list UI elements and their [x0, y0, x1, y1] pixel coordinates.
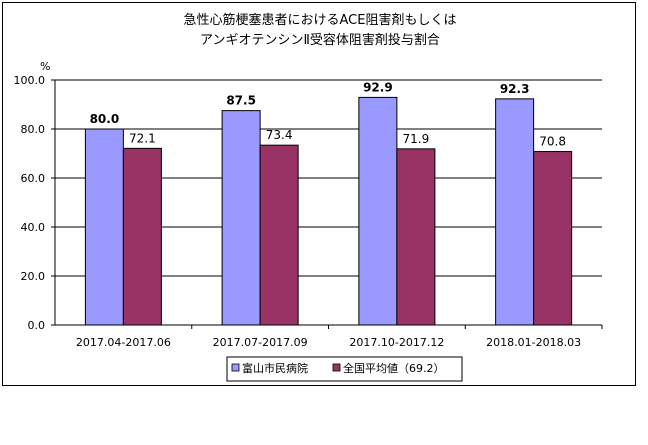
legend-swatch-series-2 [332, 363, 341, 372]
y-axis-ticks: 0.0 20.0 40.0 60.0 80.0 100.0 [14, 74, 55, 332]
data-label-series-2: 71.9 [403, 132, 430, 146]
legend: 富山市民病院 全国平均値（69.2） [226, 356, 463, 382]
y-tick-label: 0.0 [28, 319, 46, 332]
data-label-series-2: 70.8 [539, 135, 566, 149]
x-tick-label: 2017.07-2017.09 [213, 336, 308, 349]
chart-title: 急性心筋梗塞患者におけるACE阻害剤もしくは アンギオテンシンⅡ受容体阻害剤投与… [184, 12, 457, 48]
bar-series-2 [259, 144, 299, 326]
bar-series-2 [396, 148, 436, 326]
y-tick-label: 100.0 [14, 74, 46, 87]
bar-series-2 [533, 151, 573, 326]
bar-series-2 [122, 147, 162, 326]
chart-title-line-2: アンギオテンシンⅡ受容体阻害剤投与割合 [200, 32, 440, 48]
legend-box [226, 356, 463, 382]
y-axis-label: % [40, 60, 50, 73]
bar-series-1 [84, 128, 124, 326]
data-label-series-2: 73.4 [266, 128, 293, 142]
x-tick-label: 2017.10-2017.12 [349, 336, 444, 349]
legend-label-series-1: 富山市民病院 [242, 361, 308, 375]
data-labels: 80.0 72.1 87.5 73.4 92.9 71.9 92.3 70.8 [90, 80, 566, 148]
x-tick-label: 2017.04-2017.06 [76, 336, 171, 349]
y-tick-label: 40.0 [21, 221, 46, 234]
data-label-series-1: 92.9 [363, 80, 393, 94]
x-axis-ticks: 2017.04-2017.06 2017.07-2017.09 2017.10-20… [76, 325, 603, 349]
data-label-series-1: 92.3 [500, 82, 530, 96]
legend-label-series-2: 全国平均値（69.2） [343, 361, 445, 375]
y-tick-label: 60.0 [21, 172, 46, 185]
x-tick-label: 2018.01-2018.03 [486, 336, 581, 349]
data-label-series-1: 80.0 [90, 112, 120, 126]
legend-swatch-series-1 [231, 363, 240, 372]
data-label-series-2: 72.1 [129, 131, 156, 145]
y-tick-label: 20.0 [21, 270, 46, 283]
data-label-series-1: 87.5 [226, 94, 256, 108]
bar-series-1 [495, 98, 535, 326]
bar-series-1 [358, 96, 398, 326]
bar-series-1 [221, 110, 261, 326]
y-tick-label: 80.0 [21, 123, 46, 136]
bars [84, 96, 573, 326]
chart-title-line-1: 急性心筋梗塞患者におけるACE阻害剤もしくは [184, 12, 457, 28]
